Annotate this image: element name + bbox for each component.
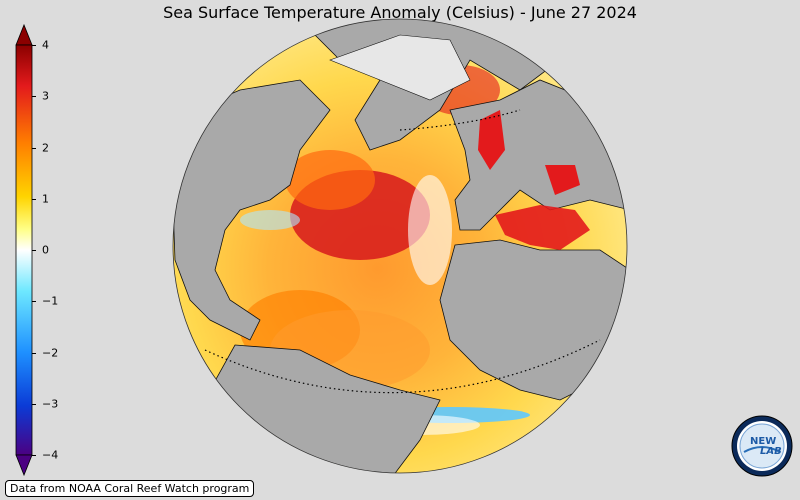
colorbar-bottom-arrow (15, 454, 33, 477)
logo-text-line1: NEW (750, 436, 776, 447)
colorbar-tick-mark (32, 301, 36, 303)
mediterranean-warm (495, 205, 590, 250)
tropic-line (204, 339, 601, 394)
colorbar-tick-label: −3 (42, 397, 59, 411)
baltic-warm (478, 110, 505, 170)
colorbar-tick-mark (32, 45, 36, 46)
colorbar-graphic (15, 23, 33, 477)
black-sea-warm (545, 165, 580, 195)
colorbar-tick-label: −4 (42, 448, 59, 462)
colorbar-tick-mark (32, 250, 36, 251)
map-title: Sea Surface Temperature Anomaly (Celsius… (163, 3, 637, 22)
east-atlantic-cool-patch (408, 175, 452, 285)
colorbar-tick-mark (32, 403, 36, 405)
colorbar-tick-mark (32, 198, 36, 200)
colorbar-tick-label: 3 (42, 89, 49, 103)
colorbar-tick-label: 1 (42, 192, 49, 206)
data-source-note: Data from NOAA Coral Reef Watch program (5, 480, 255, 497)
colorbar-tick-mark (32, 455, 36, 456)
north-america-land (173, 79, 331, 341)
colorbar-tick-label: −2 (42, 346, 59, 359)
colorbar-tick-mark (32, 147, 36, 149)
nexlab-logo: NEW LAB (731, 415, 793, 477)
colorbar: 4 3 2 1 0 −1 −2 −3 −4 (0, 0, 60, 500)
colorbar-tick-label: 4 (42, 38, 49, 52)
logo-text-line2: LAB (760, 446, 782, 457)
colorbar-tick-mark (32, 352, 36, 354)
colorbar-tick-label: 0 (42, 243, 49, 257)
colorbar-tick-mark (32, 96, 36, 98)
colorbar-tick-label: 2 (42, 141, 49, 154)
colorbar-tick-label: −1 (42, 294, 59, 308)
